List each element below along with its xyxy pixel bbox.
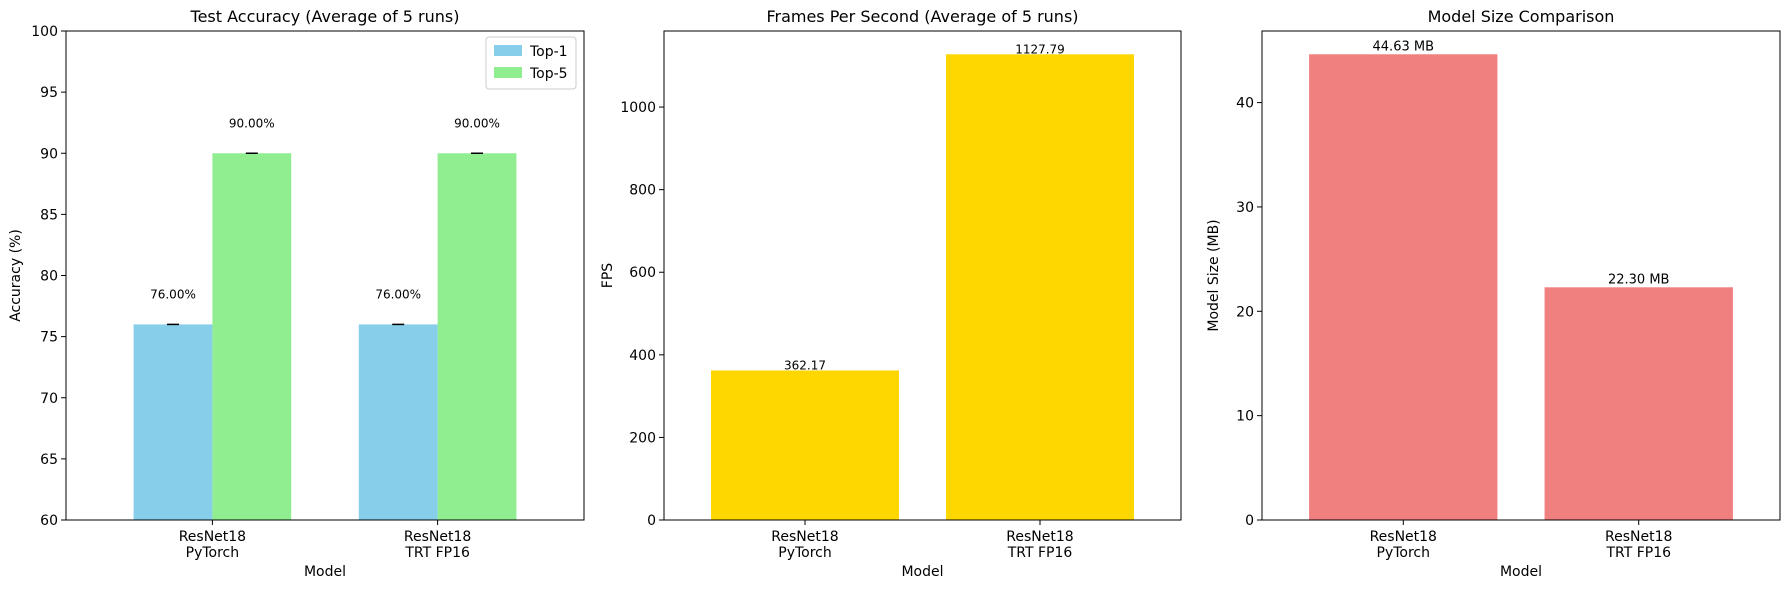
x-tick-label: ResNet18 [771, 529, 838, 545]
value-label: 362.17 [784, 358, 826, 372]
bar-top-5-1 [212, 153, 292, 520]
x-tick-label: ResNet18 [404, 529, 471, 545]
x-tick-label: ResNet18 [179, 529, 246, 545]
chart-title: Model Size Comparison [1428, 7, 1615, 26]
y-tick-label: 100 [31, 24, 58, 40]
chart-panel-2: 362.171127.7902004006008001000ResNet18Py… [600, 7, 1182, 580]
y-tick-label: 30 [1236, 200, 1254, 216]
value-label: 44.63 MB [1373, 39, 1434, 54]
y-tick-label: 80 [40, 269, 58, 285]
x-tick-label: TRT FP16 [404, 545, 470, 561]
y-tick-label: 0 [1245, 513, 1254, 529]
y-axis-label: Accuracy (%) [8, 229, 24, 322]
bar-top-5-2 [437, 153, 517, 520]
x-axis-label: Model [1500, 564, 1542, 580]
y-tick-label: 200 [629, 430, 656, 446]
bar-value-1 [711, 370, 899, 520]
y-tick-label: 1000 [620, 100, 656, 116]
bar-value-2 [946, 54, 1134, 520]
y-tick-label: 20 [1236, 304, 1254, 320]
y-tick-label: 10 [1236, 409, 1254, 425]
y-tick-label: 65 [40, 452, 58, 468]
axes-frame [1261, 30, 1781, 521]
y-tick-label: 70 [40, 391, 58, 407]
y-tick-label: 95 [40, 85, 58, 101]
value-label: 1127.79 [1015, 42, 1065, 56]
y-tick-label: 800 [629, 183, 656, 199]
x-tick-label: PyTorch [778, 545, 831, 561]
x-tick-label: TRT FP16 [1605, 545, 1671, 561]
bar-value-1 [1309, 54, 1498, 521]
bar-top-1-1 [133, 324, 213, 520]
value-label: 90.00% [454, 116, 500, 130]
x-tick-label: ResNet18 [1605, 529, 1672, 545]
legend: Top-1 Top-5 [485, 36, 577, 90]
axes-frame [663, 30, 1182, 521]
x-axis-label: Model [901, 564, 943, 580]
bar-top-1-2 [358, 324, 438, 520]
x-tick-label: ResNet18 [1370, 529, 1437, 545]
chart-panel-1: 76.00% 76.00% 90.00% 90.00% 60 65 70 75 80 85 90 95… [8, 7, 585, 580]
x-tick-label: PyTorch [1377, 545, 1430, 561]
x-tick-label: ResNet18 [1006, 529, 1073, 545]
bar-value-2 [1544, 287, 1733, 520]
y-tick-label: 90 [40, 146, 58, 162]
y-tick-label: 0 [647, 513, 656, 529]
value-label: 76.00% [150, 287, 196, 301]
y-tick-label: 40 [1236, 96, 1254, 112]
legend-label: Top-5 [529, 66, 568, 82]
x-axis-label: Model [304, 564, 346, 580]
value-label: 90.00% [229, 116, 275, 130]
y-tick-label: 85 [40, 207, 58, 223]
y-axis-label: FPS [600, 263, 616, 288]
y-tick-label: 400 [629, 348, 656, 364]
x-tick-label: TRT FP16 [1007, 545, 1073, 561]
legend-label: Top-1 [529, 44, 568, 60]
chart-title: Frames Per Second (Average of 5 runs) [766, 7, 1078, 26]
legend-swatch [494, 67, 522, 78]
y-axis-label: Model Size (MB) [1206, 219, 1222, 331]
legend-swatch [494, 45, 522, 56]
y-tick-label: 600 [629, 265, 656, 281]
y-tick-label: 60 [40, 513, 58, 529]
value-label: 76.00% [375, 287, 421, 301]
y-tick-label: 75 [40, 330, 58, 346]
value-label: 22.30 MB [1608, 272, 1669, 287]
chart-title: Test Accuracy (Average of 5 runs) [190, 7, 460, 26]
x-tick-label: PyTorch [186, 545, 239, 561]
